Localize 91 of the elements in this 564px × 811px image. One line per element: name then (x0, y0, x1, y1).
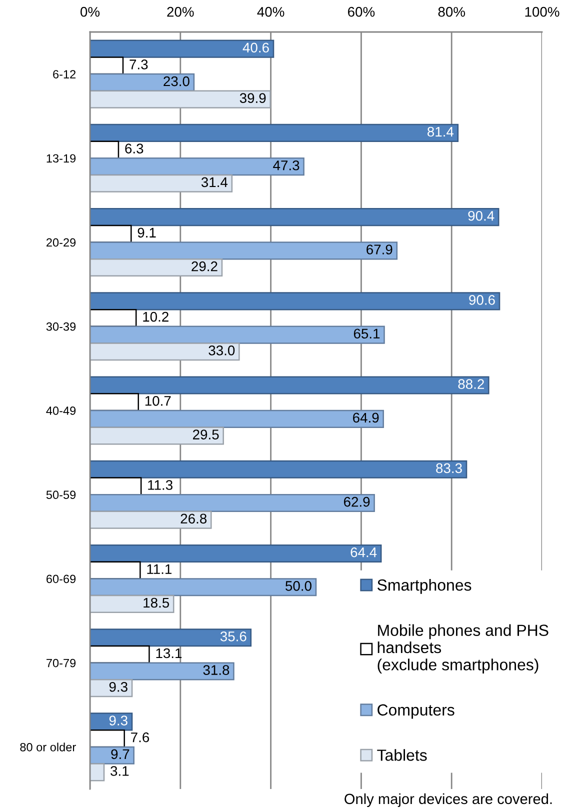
bar (90, 140, 120, 159)
bar (90, 342, 240, 361)
bar (90, 578, 317, 596)
bar (90, 40, 274, 58)
data-label: 9.3 (109, 716, 128, 726)
data-label: 23.0 (164, 76, 190, 86)
bar (90, 763, 105, 782)
x-tick-label: 60% (348, 6, 375, 17)
data-label: 11.3 (148, 480, 172, 490)
y-tick-label: 40-49 (46, 406, 76, 415)
data-label: 33.0 (208, 346, 235, 356)
data-label: 90.6 (469, 295, 495, 305)
y-tick-label: 70-79 (46, 658, 76, 668)
data-label: 7.3 (130, 60, 148, 70)
data-label: 31.4 (201, 177, 228, 188)
bar (90, 326, 385, 344)
bar (90, 376, 490, 394)
data-label: 88.2 (458, 379, 484, 389)
x-tick-label: 80% (438, 6, 466, 17)
data-label: 6.3 (125, 144, 144, 154)
bar (90, 729, 125, 748)
legend-label: Computers (378, 704, 454, 719)
y-tick-label: 6-12 (53, 70, 76, 78)
x-tick-label: 100% (525, 6, 560, 17)
data-label: 18.5 (144, 598, 170, 608)
data-label: 50.0 (286, 581, 312, 591)
bar (90, 292, 500, 310)
data-label: 64.9 (353, 412, 379, 423)
data-label: 13.1 (156, 648, 182, 658)
bar (90, 679, 133, 698)
data-label: 10.7 (145, 396, 171, 406)
bar (90, 158, 304, 176)
bar (90, 73, 195, 92)
bar (90, 594, 174, 613)
bar (90, 242, 398, 260)
legend-label: Tablets (377, 749, 427, 761)
data-label: 11.1 (147, 564, 172, 574)
x-tick-label: 0% (80, 6, 100, 17)
y-tick-label: 60-69 (46, 574, 76, 584)
bar (90, 308, 137, 328)
bar (90, 746, 134, 764)
bar (90, 224, 132, 243)
y-tick-label: 80 or older (20, 742, 76, 752)
data-label: 9.3 (109, 682, 128, 692)
data-label: 29.2 (192, 261, 218, 272)
legend-label: Mobile phones and PHS handsets (exclude smartphones) (378, 624, 548, 674)
y-tick-label: 30-39 (46, 322, 76, 331)
bar (90, 460, 468, 478)
bar (90, 174, 233, 192)
bar (90, 544, 382, 563)
y-tick-label: 20-29 (46, 238, 76, 247)
bar (90, 662, 234, 680)
bar (90, 393, 139, 412)
data-label: 3.1 (110, 766, 129, 776)
bar (90, 628, 252, 647)
bar (90, 645, 150, 664)
data-label: 31.8 (203, 665, 230, 675)
y-tick-label: 50-59 (46, 490, 76, 500)
data-label: 64.4 (350, 547, 377, 558)
data-label: 26.8 (180, 514, 207, 524)
data-label: 9.1 (138, 228, 156, 238)
data-label: 9.7 (111, 749, 130, 760)
bar (90, 208, 500, 226)
text: Only major devices are covered. (344, 793, 552, 807)
data-label: 81.4 (428, 126, 454, 137)
bar (90, 410, 384, 428)
bar (90, 561, 141, 580)
bar (90, 477, 142, 496)
data-label: 40.6 (242, 42, 269, 53)
data-label: 10.2 (143, 312, 168, 322)
data-label: 90.4 (468, 210, 494, 221)
data-label: 39.9 (240, 93, 266, 104)
y-tick-label: 13-19 (46, 154, 76, 163)
legend-label: Smartphones (377, 579, 472, 594)
bar (90, 494, 375, 512)
data-label: 35.6 (220, 631, 246, 642)
data-label: 65.1 (354, 328, 380, 339)
bar (90, 56, 124, 75)
x-tick-label: 40% (257, 6, 284, 17)
x-tick-label: 20% (167, 6, 194, 17)
data-label: 67.9 (366, 244, 392, 254)
bar (90, 124, 459, 142)
bar (90, 510, 212, 529)
data-label: 47.3 (273, 160, 300, 170)
data-label: 62.9 (344, 496, 370, 507)
bar (90, 90, 271, 108)
data-label: 29.5 (193, 430, 219, 440)
data-label: 7.6 (131, 732, 150, 742)
bar (90, 426, 224, 445)
bar (90, 258, 223, 277)
data-label: 83.3 (436, 463, 462, 474)
